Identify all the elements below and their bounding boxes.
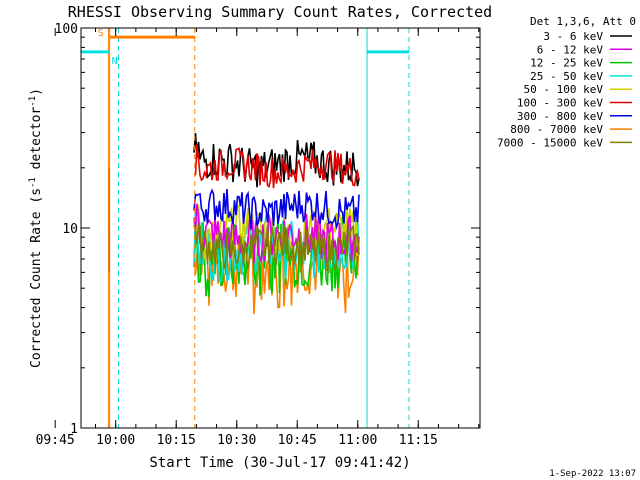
plot-area: SN 09:45 10:00 10:15 10:30 10:45 11:00 11:1510… — [36, 22, 481, 448]
x-tick-label: 11:00 — [338, 433, 377, 448]
legend-title: Det 1,3,6, Att 0 — [530, 15, 636, 28]
x-tick-label: 11:15 — [399, 433, 438, 448]
x-axis-label: Start Time (30-Jul-17 09:41:42) — [149, 455, 410, 471]
y-axis-label: Corrected Count Rate (s-1 detector-1) — [28, 88, 44, 368]
y-axis-label-sup1: -1 — [28, 177, 38, 188]
legend-label: 300 - 800 keV — [517, 110, 603, 123]
y-axis-label-part1: Corrected Count Rate (s — [29, 188, 44, 368]
y-tick-label: 1 — [70, 422, 78, 437]
series-line — [193, 144, 360, 189]
y-axis-label-sup2: -1 — [28, 96, 38, 107]
series-line — [193, 188, 360, 231]
legend-label: 12 - 25 keV — [530, 57, 603, 70]
footer-date: 1-Sep-2022 13:07 — [549, 469, 636, 479]
legend-label: 50 - 100 keV — [524, 83, 604, 96]
legend-label: 100 - 300 keV — [517, 97, 603, 110]
series-layer — [108, 132, 360, 315]
y-tick-label: 10 — [62, 222, 78, 237]
tick-layer: 09:45 10:00 10:15 10:30 10:45 11:00 11:15 100 10… — [36, 22, 480, 448]
legend-label: 3 - 6 keV — [543, 30, 603, 43]
x-tick-label: 10:00 — [96, 433, 135, 448]
legend-label: 7000 - 15000 keV — [497, 136, 603, 149]
annotation-layer: SN — [80, 28, 410, 428]
x-tick-label: 10:15 — [157, 433, 196, 448]
chart-title: RHESSI Observing Summary Count Rates, Co… — [68, 3, 492, 21]
series-line — [193, 224, 360, 272]
y-tick-label: 100 — [55, 22, 78, 37]
y-axis-label-part2: detector — [29, 107, 44, 178]
y-axis-label-part3: ) — [29, 88, 44, 96]
legend-label: 800 - 7000 keV — [510, 123, 603, 136]
legend-label: 25 - 50 keV — [530, 70, 603, 83]
state-bar-label: N — [112, 56, 118, 67]
state-bar-label: S — [98, 28, 104, 39]
x-tick-label: 09:45 — [36, 433, 75, 448]
x-tick-label: 10:30 — [217, 433, 256, 448]
x-tick-label: 10:45 — [278, 433, 317, 448]
legend-label: 6 - 12 keV — [537, 43, 604, 56]
